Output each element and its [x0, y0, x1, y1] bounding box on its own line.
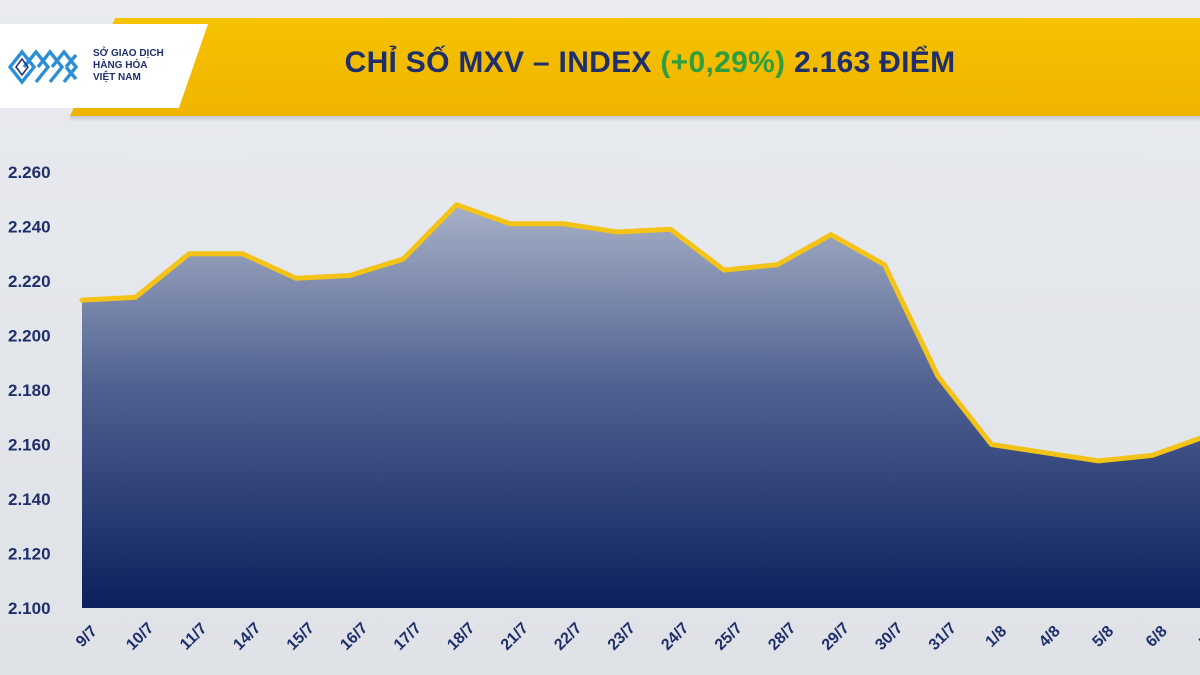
data-point	[186, 251, 192, 256]
title-band-shadow	[70, 116, 1200, 122]
title-prefix: CHỈ SỐ MXV – INDEX	[344, 46, 661, 79]
y-tick-label: 2.260	[8, 163, 51, 182]
y-tick-label: 2.220	[8, 272, 51, 291]
data-point	[561, 221, 566, 226]
y-tick-label: 2.120	[8, 545, 51, 564]
data-point	[668, 227, 673, 232]
data-point	[721, 267, 727, 273]
area-series	[79, 202, 1200, 608]
data-point	[935, 374, 941, 379]
data-point	[133, 295, 138, 300]
x-tick-label: 22/7	[551, 620, 585, 654]
logo-line-3: VIỆT NAM	[93, 72, 141, 83]
x-tick-label: 10/7	[123, 620, 157, 654]
data-point	[614, 229, 620, 235]
x-axis: 9/7 10/7 11/7 14/7 15/7 16/7 17/7 18/7 21/7 22/7 2…	[73, 620, 1200, 654]
x-tick-label: 31/7	[926, 620, 960, 654]
x-tick-label: 17/7	[391, 620, 425, 654]
data-point	[400, 257, 406, 262]
x-tick-label: 9/7	[73, 623, 101, 651]
title-change: (+0,29%)	[660, 46, 786, 79]
data-point	[882, 262, 887, 267]
data-point	[347, 273, 352, 278]
logo-line-1: SỞ GIAO DỊCH	[93, 48, 164, 59]
x-tick-label: 23/7	[605, 620, 639, 654]
title-suffix: 2.163 ĐIỂM	[785, 46, 956, 79]
x-tick-label: 30/7	[872, 620, 906, 654]
data-point	[1096, 458, 1101, 464]
data-point	[1042, 450, 1048, 455]
x-tick-label: 21/7	[498, 620, 532, 654]
data-point	[507, 221, 513, 226]
data-point	[1149, 453, 1155, 458]
data-point	[775, 262, 780, 267]
x-tick-label: 28/7	[765, 620, 799, 654]
y-tick-label: 2.240	[8, 218, 51, 237]
data-point	[79, 297, 85, 303]
data-point	[240, 251, 245, 256]
x-tick-label: 29/7	[819, 620, 853, 654]
logo-line-2: HÀNG HÓA	[93, 60, 148, 71]
data-point	[293, 276, 299, 281]
data-point	[828, 232, 834, 237]
y-tick-label: 2.180	[8, 381, 51, 400]
x-tick-label: 25/7	[712, 620, 746, 654]
x-tick-label: 5/8	[1089, 623, 1117, 651]
x-tick-label: 7/8	[1196, 623, 1200, 651]
data-point	[454, 202, 459, 207]
y-tick-label: 2.100	[8, 599, 51, 618]
x-tick-label: 1/8	[982, 623, 1010, 651]
x-tick-label: 14/7	[230, 620, 264, 654]
data-point	[989, 442, 994, 447]
logo-wordmark: SỞ GIAO DỊCH HÀNG HÓA VIỆT NAM	[93, 48, 203, 84]
title-band	[70, 18, 1200, 116]
x-tick-label: 18/7	[444, 620, 478, 654]
area-fill	[82, 204, 1200, 608]
mxv-logo-icon	[7, 49, 79, 85]
x-tick-label: 16/7	[337, 620, 371, 654]
x-tick-label: 11/7	[177, 620, 210, 653]
x-tick-label: 24/7	[658, 620, 692, 654]
y-axis: 2.100 2.120 2.140 2.160 2.180 2.200 2.220 2.240…	[8, 163, 51, 618]
x-tick-label: 4/8	[1036, 623, 1064, 651]
index-line	[79, 202, 1200, 464]
y-tick-label: 2.200	[8, 327, 51, 346]
chart-title: CHỈ SỐ MXV – INDEX (+0,29%) 2.163 ĐIỂM	[200, 46, 1100, 80]
x-tick-label: 15/7	[284, 620, 318, 654]
x-tick-label: 6/8	[1143, 623, 1171, 651]
y-tick-label: 2.160	[8, 436, 51, 455]
y-tick-label: 2.140	[8, 490, 51, 509]
